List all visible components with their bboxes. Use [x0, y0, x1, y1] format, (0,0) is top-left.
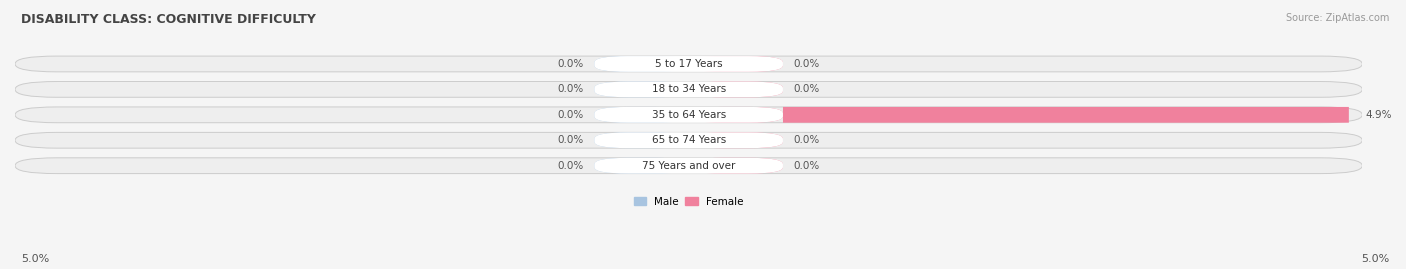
FancyBboxPatch shape [689, 158, 783, 174]
Text: 0.0%: 0.0% [557, 135, 583, 145]
Text: 65 to 74 Years: 65 to 74 Years [651, 135, 725, 145]
FancyBboxPatch shape [595, 56, 783, 72]
Text: 0.0%: 0.0% [794, 84, 820, 94]
Text: 0.0%: 0.0% [557, 110, 583, 120]
FancyBboxPatch shape [15, 107, 1362, 123]
Text: Source: ZipAtlas.com: Source: ZipAtlas.com [1285, 13, 1389, 23]
FancyBboxPatch shape [689, 107, 783, 123]
Text: 0.0%: 0.0% [557, 59, 583, 69]
FancyBboxPatch shape [595, 132, 689, 148]
FancyBboxPatch shape [15, 82, 1362, 97]
Text: 5.0%: 5.0% [21, 254, 49, 264]
Legend: Male, Female: Male, Female [630, 193, 748, 211]
FancyBboxPatch shape [595, 56, 689, 72]
Text: DISABILITY CLASS: COGNITIVE DIFFICULTY: DISABILITY CLASS: COGNITIVE DIFFICULTY [21, 13, 316, 26]
Text: 5 to 17 Years: 5 to 17 Years [655, 59, 723, 69]
Text: 35 to 64 Years: 35 to 64 Years [651, 110, 725, 120]
FancyBboxPatch shape [595, 82, 689, 97]
FancyBboxPatch shape [595, 107, 689, 123]
FancyBboxPatch shape [595, 158, 783, 174]
FancyBboxPatch shape [15, 132, 1362, 148]
FancyBboxPatch shape [595, 158, 689, 174]
FancyBboxPatch shape [689, 132, 783, 148]
Text: 18 to 34 Years: 18 to 34 Years [651, 84, 725, 94]
FancyBboxPatch shape [689, 82, 783, 97]
FancyBboxPatch shape [783, 107, 1348, 123]
FancyBboxPatch shape [689, 56, 783, 72]
Text: 0.0%: 0.0% [794, 161, 820, 171]
Text: 0.0%: 0.0% [794, 135, 820, 145]
FancyBboxPatch shape [15, 56, 1362, 72]
FancyBboxPatch shape [595, 82, 783, 97]
Text: 5.0%: 5.0% [1361, 254, 1389, 264]
Text: 0.0%: 0.0% [557, 161, 583, 171]
FancyBboxPatch shape [15, 158, 1362, 174]
FancyBboxPatch shape [595, 132, 783, 148]
FancyBboxPatch shape [595, 107, 783, 123]
Text: 0.0%: 0.0% [557, 84, 583, 94]
Text: 0.0%: 0.0% [794, 59, 820, 69]
Text: 4.9%: 4.9% [1365, 110, 1392, 120]
Text: 75 Years and over: 75 Years and over [643, 161, 735, 171]
